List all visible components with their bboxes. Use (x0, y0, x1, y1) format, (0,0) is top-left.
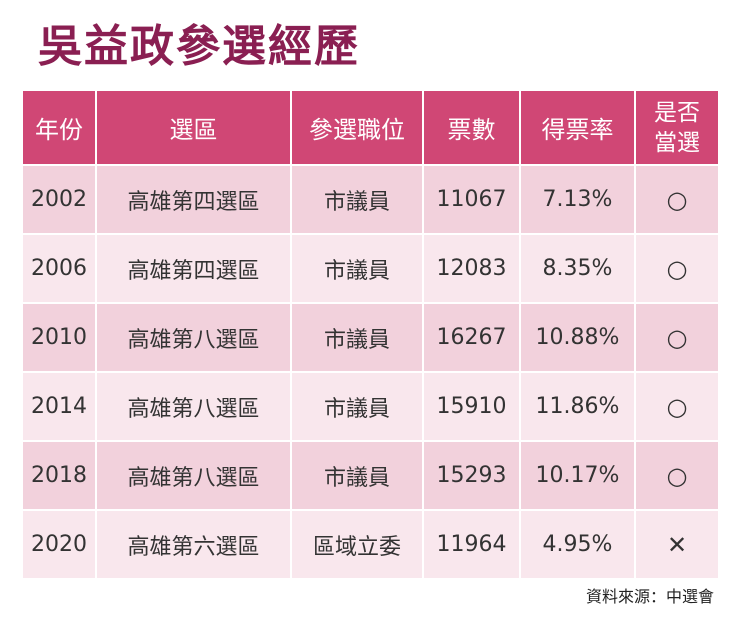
cell-district: 高雄第六選區 (97, 511, 290, 578)
cell-year: 2006 (23, 235, 95, 302)
table-row: 2020 高雄第六選區 區域立委 11964 4.95% ✕ (23, 511, 718, 578)
cell-position: 市議員 (292, 442, 422, 509)
source-note: 資料來源：中選會 (585, 587, 714, 606)
page-title: 吳益政參選經歷 (38, 21, 360, 72)
header-year: 年份 (23, 91, 95, 164)
cell-vote-rate: 4.95% (521, 511, 634, 578)
cell-votes: 11964 (424, 511, 519, 578)
cell-position: 市議員 (292, 166, 422, 233)
cell-elected: ○ (636, 304, 718, 371)
cell-vote-rate: 10.17% (521, 442, 634, 509)
table-row: 2010 高雄第八選區 市議員 16267 10.88% ○ (23, 304, 718, 371)
cell-position: 市議員 (292, 304, 422, 371)
cell-position: 市議員 (292, 373, 422, 440)
cell-district: 高雄第四選區 (97, 235, 290, 302)
cell-year: 2010 (23, 304, 95, 371)
header-district: 選區 (97, 91, 290, 164)
table-row: 2014 高雄第八選區 市議員 15910 11.86% ○ (23, 373, 718, 440)
cell-year: 2002 (23, 166, 95, 233)
header-votes: 票數 (424, 91, 519, 164)
header-position: 參選職位 (292, 91, 422, 164)
table-header-row: 年份 選區 參選職位 票數 得票率 是否 當選 (23, 91, 718, 164)
cell-district: 高雄第八選區 (97, 442, 290, 509)
cell-district: 高雄第八選區 (97, 304, 290, 371)
table-row: 2006 高雄第四選區 市議員 12083 8.35% ○ (23, 235, 718, 302)
cell-vote-rate: 10.88% (521, 304, 634, 371)
cell-district: 高雄第八選區 (97, 373, 290, 440)
cell-vote-rate: 11.86% (521, 373, 634, 440)
cell-year: 2014 (23, 373, 95, 440)
cell-vote-rate: 8.35% (521, 235, 634, 302)
cell-votes: 16267 (424, 304, 519, 371)
cell-votes: 15293 (424, 442, 519, 509)
cell-elected: ○ (636, 235, 718, 302)
cell-vote-rate: 7.13% (521, 166, 634, 233)
cell-year: 2018 (23, 442, 95, 509)
header-elected: 是否 當選 (636, 91, 718, 164)
cell-position: 區域立委 (292, 511, 422, 578)
cell-district: 高雄第四選區 (97, 166, 290, 233)
cell-votes: 12083 (424, 235, 519, 302)
cell-elected: ○ (636, 373, 718, 440)
cell-position: 市議員 (292, 235, 422, 302)
table-row: 2018 高雄第八選區 市議員 15293 10.17% ○ (23, 442, 718, 509)
cell-elected: ○ (636, 166, 718, 233)
cell-votes: 15910 (424, 373, 519, 440)
table-row: 2002 高雄第四選區 市議員 11067 7.13% ○ (23, 166, 718, 233)
election-history-table: 年份 選區 參選職位 票數 得票率 是否 當選 2002 高雄第四選區 市議員 … (21, 89, 720, 580)
cell-votes: 11067 (424, 166, 519, 233)
cell-elected: ✕ (636, 511, 718, 578)
cell-year: 2020 (23, 511, 95, 578)
cell-elected: ○ (636, 442, 718, 509)
header-vote-rate: 得票率 (521, 91, 634, 164)
